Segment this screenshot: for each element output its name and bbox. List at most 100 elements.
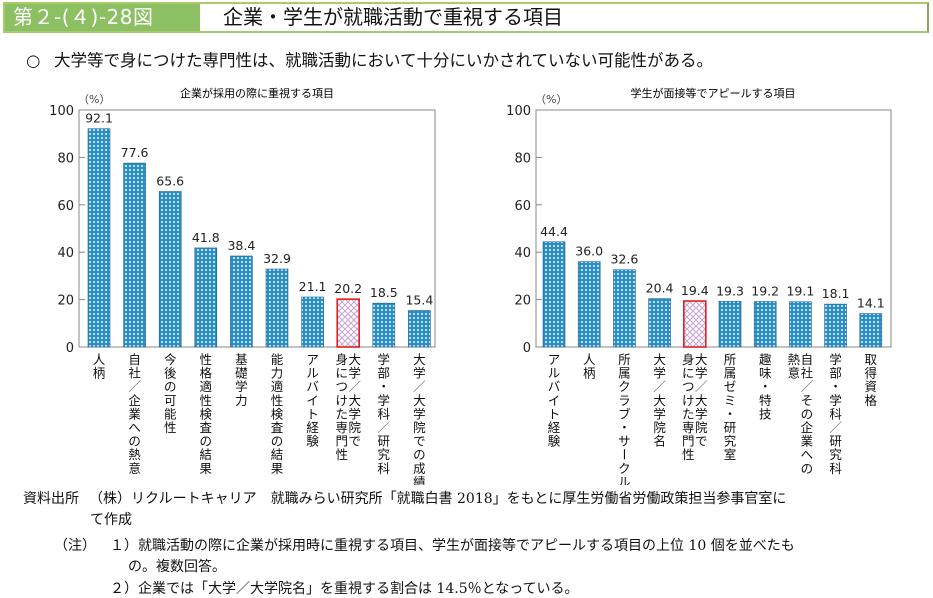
x-label-char: 学 — [413, 406, 426, 421]
bar-value-label: 65.6 — [156, 174, 184, 189]
bar — [301, 296, 324, 348]
source-line-1: 資料出所 （株）リクルートキャリア 就職みらい研究所「就職白書 2018」をもとに… — [23, 488, 786, 508]
x-label-char: つ — [682, 379, 695, 394]
x-label-char: 究 — [829, 447, 842, 462]
bar — [230, 255, 253, 348]
bar-value-label: 18.1 — [822, 286, 850, 301]
x-label-char: 名 — [653, 434, 666, 449]
bar — [372, 302, 396, 348]
bar-value-label: 41.8 — [192, 230, 220, 245]
x-label-char: 部 — [829, 366, 842, 381]
x-label-char: 柄 — [583, 366, 596, 381]
x-label-char: の — [164, 379, 177, 394]
x-label-char: 取 — [865, 352, 878, 367]
x-label-char: ラ — [618, 393, 631, 408]
x-label-char: 大 — [695, 393, 708, 408]
x-label-char: に — [682, 366, 695, 381]
x-category-label: 人柄 — [93, 352, 106, 381]
x-label-char: 力 — [235, 393, 248, 408]
x-label-char: ／ — [128, 379, 141, 394]
bar — [408, 310, 431, 348]
bar — [123, 162, 146, 348]
x-label-char: 特 — [759, 393, 772, 408]
note-1-number: １） — [110, 538, 138, 554]
x-label-char: 究 — [378, 447, 391, 462]
x-label-char: 格 — [865, 393, 878, 408]
x-label-char: ・ — [724, 406, 737, 421]
x-label-char: 学 — [413, 366, 426, 381]
bar-highlighted — [336, 298, 361, 348]
x-label-char: 属 — [618, 366, 631, 381]
x-label-char: 科 — [829, 461, 842, 476]
x-label-char: の — [801, 461, 814, 476]
bar-value-label: 14.1 — [857, 296, 885, 311]
x-label-char: 科 — [829, 406, 842, 421]
note-1-line-2: の。複数回答。 — [128, 559, 226, 575]
x-label-char: 今 — [164, 352, 177, 367]
x-label-char: 研 — [724, 420, 737, 435]
summary-statement: ○ 大学等で身につけた専門性は、就職活動において十分にいかされていない可能性がある… — [26, 47, 713, 71]
x-label-char: 学 — [348, 406, 361, 421]
bar-value-label: 21.1 — [299, 279, 327, 294]
x-label-char: 査 — [271, 420, 284, 435]
x-label-char: 科 — [378, 406, 391, 421]
y-tick-label: 100 — [49, 104, 74, 119]
x-label-char: そ — [801, 393, 814, 408]
x-label-char: つ — [335, 379, 348, 394]
bar — [158, 191, 182, 348]
x-label-char: 業 — [128, 406, 141, 421]
y-tick-label: 20 — [57, 294, 74, 309]
note-1-text: 就職活動の際に企業が採用時に重視する項目、学生が面接等でアピールする項目の上位 … — [138, 538, 795, 554]
x-label-char: で — [413, 434, 426, 449]
x-label-char: 験 — [306, 434, 319, 449]
x-label-char: の — [801, 406, 814, 421]
x-label-char: 属 — [724, 366, 737, 381]
x-label-char: 礎 — [235, 366, 248, 381]
x-label-char: 門 — [682, 434, 695, 449]
x-label-char: 性 — [335, 447, 348, 462]
x-label-char: ゼ — [724, 379, 737, 394]
y-axis-unit-label: （%） — [78, 93, 110, 106]
x-label-char: 後 — [164, 366, 177, 381]
x-label-char: 大 — [653, 352, 666, 367]
note-2-number: ２） — [110, 581, 138, 597]
x-label-char: 部 — [378, 366, 391, 381]
y-axis: 0 20 40 60 80 100 — [506, 104, 542, 356]
x-label-char: け — [335, 393, 348, 408]
x-category-label: 趣味・特技 — [759, 352, 772, 421]
x-label-char: サ — [618, 434, 631, 449]
x-label-char: 社 — [128, 366, 141, 381]
x-label-char: 成 — [413, 461, 426, 476]
x-label-char: 所 — [618, 352, 631, 367]
x-label-char: 学 — [378, 393, 391, 408]
bar-value-label: 19.3 — [716, 283, 744, 298]
note-1-line-1: （注） １）就職活動の際に企業が採用時に重視する項目、学生が面接等でアピールする項… — [54, 535, 795, 555]
y-tick-label: 60 — [57, 199, 74, 214]
x-label-char: ル — [306, 366, 319, 381]
x-label-char: 院 — [348, 420, 361, 435]
y-axis: 0 20 40 60 80 100 — [49, 104, 85, 356]
x-label-char: 結 — [200, 447, 213, 462]
figure-title-bar: 第２-(４)-28図 企業・学生が就職活動で重視する項目 — [3, 2, 929, 33]
bar-value-label: 77.6 — [121, 145, 149, 160]
x-label-char: ブ — [618, 406, 631, 421]
bar-value-label: 32.9 — [263, 251, 291, 266]
x-label-char: に — [335, 366, 348, 381]
x-label-char: 学 — [378, 352, 391, 367]
bar-value-label: 38.4 — [227, 238, 255, 253]
x-label-char: の — [200, 434, 213, 449]
x-label-char: 性 — [200, 393, 213, 408]
x-label-char: 企 — [128, 393, 141, 408]
x-label-char: け — [682, 393, 695, 408]
figure-title: 企業・学生が就職活動で重視する項目 — [223, 5, 563, 29]
x-label-char: の — [271, 434, 284, 449]
bar — [577, 261, 601, 348]
bar-value-label: 19.2 — [751, 283, 779, 298]
x-label-char: 意 — [788, 366, 801, 381]
bars: 92.1 77.6 65.6 41.8 38.4 32.9 21.1 20.2 18.5 15.4 — [85, 111, 433, 348]
x-label-char: イ — [548, 393, 561, 408]
x-label-char: 趣 — [759, 352, 772, 367]
